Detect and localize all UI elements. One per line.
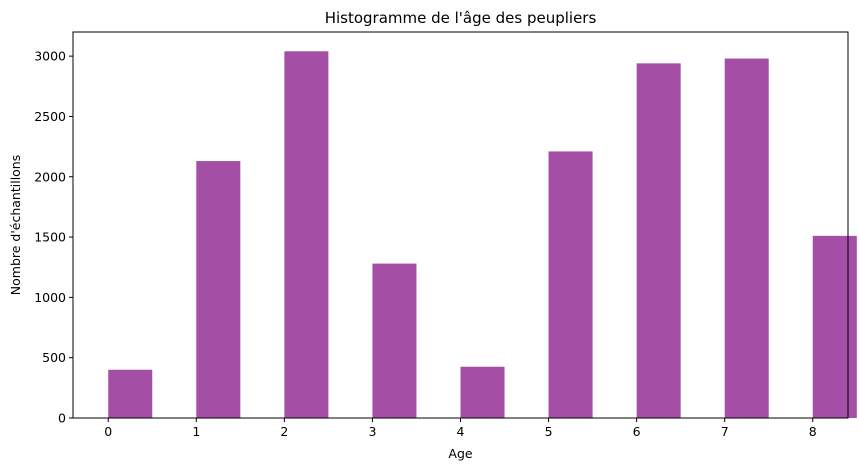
x-tick-label: 2 xyxy=(280,424,288,439)
x-tick-label: 1 xyxy=(192,424,200,439)
y-tick-label: 3000 xyxy=(34,49,66,64)
y-tick-label: 2000 xyxy=(34,169,66,184)
y-tick-label: 0 xyxy=(58,411,66,426)
x-tick-label: 8 xyxy=(809,424,817,439)
histogram-bar xyxy=(812,235,857,418)
histogram-bar xyxy=(108,369,153,418)
chart-title: Histogramme de l'âge des peupliers xyxy=(325,9,597,27)
x-tick-label: 7 xyxy=(721,424,729,439)
x-axis-title: Age xyxy=(448,446,472,461)
histogram-bar xyxy=(372,263,417,418)
histogram-bar xyxy=(284,51,329,419)
histogram-bar xyxy=(196,161,241,418)
y-tick-label: 2500 xyxy=(34,109,66,124)
y-tick-label: 500 xyxy=(42,350,66,365)
histogram-bar xyxy=(636,63,681,419)
x-tick-label: 4 xyxy=(457,424,465,439)
x-tick-label: 5 xyxy=(545,424,553,439)
y-tick-label: 1000 xyxy=(34,290,66,305)
y-tick-label: 1500 xyxy=(34,230,66,245)
x-tick-label: 0 xyxy=(104,424,112,439)
histogram-bar xyxy=(460,366,505,418)
x-tick-label: 3 xyxy=(368,424,376,439)
y-axis: 0 500 1000 1500 2000 2500 3000 xyxy=(34,49,73,426)
x-axis: 0 1 2 3 4 5 6 7 8 xyxy=(104,418,817,439)
bars-group xyxy=(108,51,857,419)
histogram-bar xyxy=(724,58,769,418)
histogram-bar xyxy=(548,151,593,419)
x-tick-label: 6 xyxy=(633,424,641,439)
y-axis-title: Nombre d'échantillons xyxy=(8,155,23,295)
